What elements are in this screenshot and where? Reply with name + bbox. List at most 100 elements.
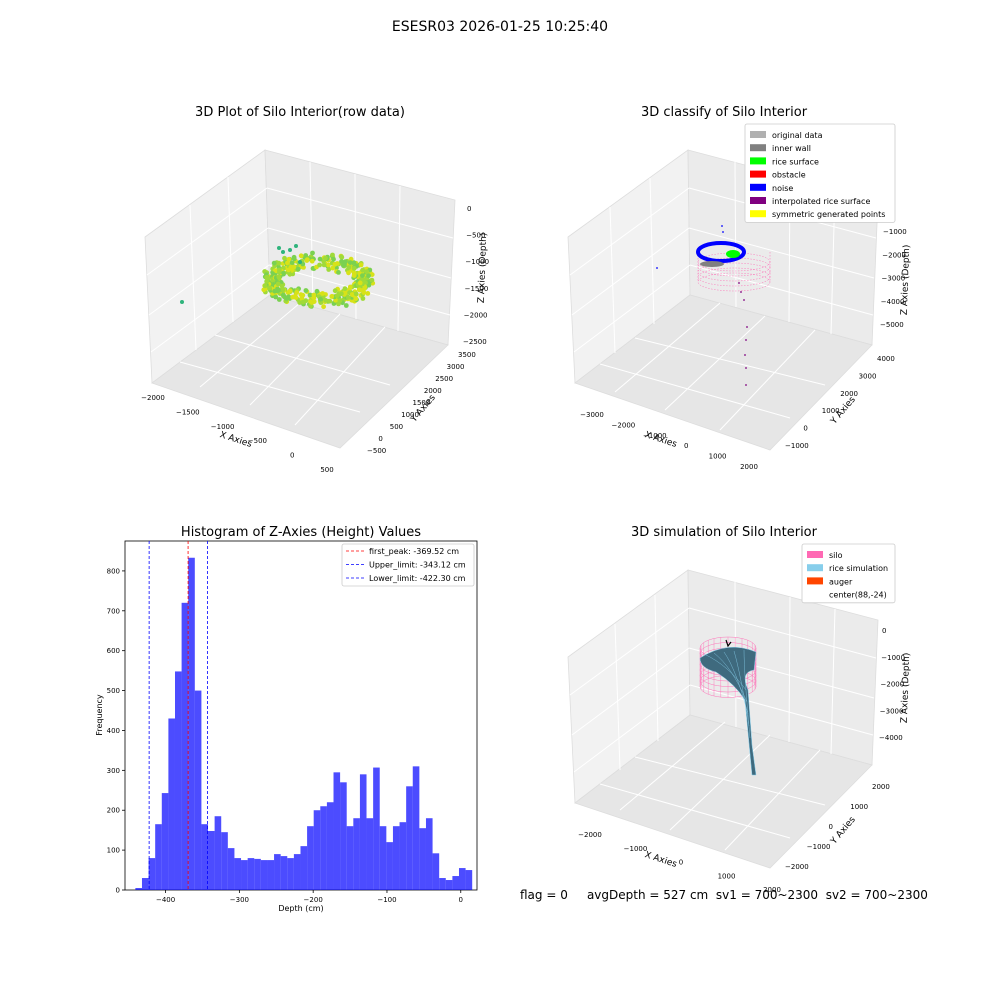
tick-label: 600 — [107, 647, 120, 655]
data-point — [288, 248, 292, 252]
panel-classify-title: 3D classify of Silo Interior — [641, 105, 808, 120]
data-point — [345, 295, 351, 300]
tick-label: −1500 — [465, 285, 489, 293]
legend-swatch — [807, 551, 823, 558]
tick-label: 1000 — [709, 453, 727, 461]
legend-label: Upper_limit: -343.12 cm — [369, 561, 466, 570]
histogram-bar — [399, 822, 407, 890]
legend-label: auger — [829, 577, 853, 586]
grid-lines — [569, 161, 877, 431]
data-point — [320, 291, 325, 296]
pane-floor — [574, 294, 873, 451]
x-ticks: −3000 −2000 −1000 0 1000 2000 — [580, 411, 758, 471]
panel-simulation-title: 3D simulation of Silo Interior — [631, 525, 818, 540]
data-point — [353, 291, 359, 297]
data-point — [281, 250, 285, 254]
rice-mesh-line — [703, 653, 747, 691]
histogram-bar — [313, 810, 321, 890]
tick-label: −400 — [156, 896, 175, 904]
data-point — [346, 270, 351, 276]
legend-label: Lower_limit: -422.30 cm — [369, 574, 466, 583]
flag-value: flag = 0 — [520, 888, 568, 902]
data-point — [360, 267, 365, 273]
data-point — [298, 253, 304, 259]
tick-label: −2000 — [881, 681, 905, 689]
data-point — [347, 284, 353, 290]
data-point — [289, 260, 295, 266]
data-point — [262, 283, 268, 289]
legend-label: noise — [772, 184, 793, 193]
histogram-bar — [260, 860, 268, 890]
data-point — [744, 354, 746, 356]
data-point — [349, 292, 355, 297]
histogram-bar — [346, 826, 354, 890]
tick-label: −4000 — [879, 734, 903, 742]
data-point — [339, 259, 344, 264]
tick-label: −500 — [367, 447, 386, 455]
tick-label: 700 — [107, 607, 120, 615]
tick-label: 0 — [378, 435, 382, 443]
z-ticks: −1000 −2000 −3000 −4000 −5000 — [880, 228, 907, 329]
data-point — [343, 303, 349, 308]
tick-label: 2500 — [435, 375, 453, 383]
histogram-bar — [379, 826, 387, 890]
histogram-bar — [307, 826, 314, 890]
data-point — [738, 282, 740, 284]
data-point — [325, 262, 331, 268]
panel-simulation-3d: 3D simulation of Silo Interior X Axies Y… — [567, 525, 912, 894]
tick-label: −500 — [466, 232, 485, 240]
center-marker — [725, 639, 732, 648]
tick-label: −1000 — [624, 845, 648, 853]
histogram-bar — [148, 858, 156, 890]
data-point — [365, 291, 371, 296]
tick-label: 0 — [290, 452, 294, 460]
rice-surface-patch — [726, 250, 740, 258]
rice-simulation-surface — [699, 639, 757, 776]
tick-label: −1000 — [465, 258, 489, 266]
figure-suptitle: ESESR03 2026-01-25 10:25:40 — [392, 19, 608, 35]
tick-label: −100 — [377, 896, 396, 904]
z-axis-label: Z Axies (Depth) — [900, 245, 912, 316]
histogram-bar — [155, 824, 162, 890]
tick-label: 2000 — [840, 390, 858, 398]
histogram-bar — [280, 856, 288, 890]
histogram-bar — [386, 842, 393, 890]
data-point — [321, 262, 327, 268]
tick-label: 3500 — [458, 351, 476, 359]
tick-label: 1000 — [401, 411, 419, 419]
histogram-bar — [425, 818, 433, 890]
data-point — [273, 294, 279, 300]
histogram-bar — [221, 832, 228, 890]
y-axis-label: Frequency — [95, 694, 104, 736]
data-point — [343, 259, 348, 265]
data-point — [264, 279, 270, 284]
data-point — [360, 296, 366, 301]
legend: original data inner wall rice surface obsta… — [744, 123, 896, 223]
histogram-bar — [439, 878, 446, 890]
legend-swatch — [807, 577, 823, 585]
data-point — [317, 262, 322, 268]
rice-mesh-line — [733, 650, 750, 727]
tick-label: −2000 — [141, 394, 165, 402]
histogram-bar — [175, 671, 182, 890]
data-point — [351, 260, 357, 265]
sv1-value: sv1 = 700~2300 — [715, 888, 819, 902]
data-point — [291, 256, 297, 262]
histogram-bar — [135, 888, 142, 890]
tick-label: 0 — [803, 425, 807, 433]
data-point — [314, 288, 320, 294]
z-axis-label: Z Axies (Depth) — [477, 233, 489, 304]
histogram-bar — [247, 858, 255, 890]
tick-label: 4000 — [877, 355, 895, 363]
data-point — [361, 290, 367, 295]
data-point — [294, 244, 298, 248]
tick-label: −2500 — [463, 338, 487, 346]
data-point — [318, 296, 323, 302]
data-point — [275, 281, 281, 287]
tick-label: −5000 — [880, 321, 904, 329]
data-point — [303, 253, 309, 258]
histogram-bar — [353, 818, 360, 890]
data-point — [327, 298, 333, 304]
legend-swatch — [750, 210, 766, 218]
data-point — [304, 257, 310, 262]
